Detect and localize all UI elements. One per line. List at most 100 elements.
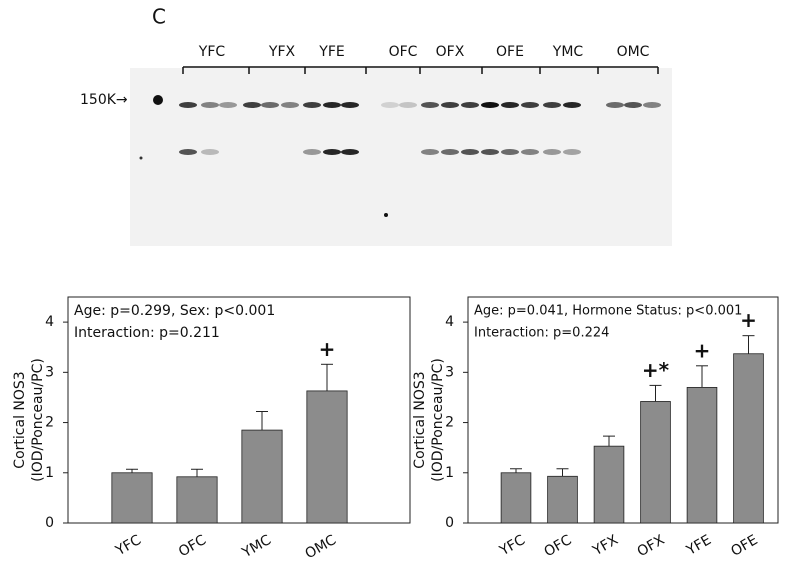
stats-text: Age: p=0.299, Sex: p<0.001 [74,303,275,319]
band [201,149,219,155]
error-bar [256,411,268,431]
band [543,149,561,155]
band [399,102,417,108]
x-tick-label: OFX [635,532,668,560]
y-axis-label: (IOD/Ponceau/PC) [30,358,46,482]
y-tick-label: 3 [45,364,54,380]
y-tick-label: 2 [445,415,454,431]
band [261,102,279,108]
band [606,102,624,108]
stats-text: Interaction: p=0.224 [474,326,609,341]
error-bar [510,468,522,473]
lane-label: YFX [268,44,296,60]
band [461,149,479,155]
x-tick-label: YFC [496,532,528,560]
significance-mark: + [694,338,711,362]
x-tick-label: OFE [728,532,760,560]
bar [500,472,532,524]
band [281,102,299,108]
band [643,102,661,108]
marker-label: 150K→ [80,92,128,108]
lane-label: YFE [318,44,344,60]
band [501,149,519,155]
lane-label: OMC [617,44,650,60]
band [303,102,321,108]
y-tick-label: 0 [445,515,454,531]
band [219,102,237,108]
band [341,149,359,155]
significance-mark: + [319,337,336,361]
band [179,149,197,155]
lane-label: OFE [496,44,524,60]
band [521,149,539,155]
significance-mark: +* [642,358,670,382]
error-bar [126,468,138,473]
y-tick-label: 2 [45,415,54,431]
x-tick-label: YMC [239,532,274,562]
blot-membrane [130,68,672,246]
lane-label: YMC [552,44,584,60]
error-bar [556,468,569,477]
y-axis-label: Cortical NOS3 [12,371,28,468]
blot-spot [384,213,388,217]
band [543,102,561,108]
blot-bands [179,102,661,155]
lane-label: YFC [198,44,226,60]
error-bar [603,435,615,447]
error-bar [742,335,755,354]
error-bar [696,365,708,388]
band [421,149,439,155]
plot-frame [67,296,411,524]
bar [686,386,718,524]
bar [593,445,625,524]
band [381,102,399,108]
blot-spot [139,156,143,160]
band [624,102,642,108]
band [441,149,459,155]
y-tick-label: 1 [45,465,54,481]
x-tick-label: YFE [683,532,714,559]
band [461,102,479,108]
bar [306,390,348,524]
band [481,149,499,155]
significance-mark: + [740,308,757,332]
y-tick-label: 4 [445,314,454,330]
band [441,102,459,108]
error-bar [191,468,203,477]
band [201,102,219,108]
band [563,149,581,155]
x-tick-label: OMC [303,532,340,562]
band [323,102,341,108]
y-axis-label: (IOD/Ponceau/PC) [430,358,446,482]
y-tick-label: 0 [45,515,54,531]
chart-left: Age: p=0.299, Sex: p<0.001 Interaction: p… [12,296,411,562]
bar [640,401,671,524]
chart-right: Age: p=0.041, Hormone Status: p<0.001 Int… [412,296,779,560]
stats-text: Interaction: p=0.211 [74,325,220,341]
y-tick-label: 4 [45,314,54,330]
band [341,102,359,108]
lane-labels: YFC YFX YFE OFC OFX OFE YMC OMC [182,44,659,74]
bar [241,429,283,524]
band [521,102,539,108]
bar [547,475,578,524]
x-tick-label: OFC [176,532,209,560]
band [421,102,439,108]
error-bar [321,363,333,391]
band [303,149,321,155]
blot-spot [153,95,163,105]
lane-label: OFX [436,44,465,60]
bar [176,476,218,524]
x-tick-label: OFC [542,532,575,560]
band [563,102,581,108]
band [501,102,519,108]
y-axis-label: Cortical NOS3 [412,371,428,468]
band [179,102,197,108]
band [323,149,341,155]
bar [733,353,764,524]
band [243,102,261,108]
panel-label: C [152,5,166,29]
y-tick-label: 3 [445,364,454,380]
x-tick-label: YFC [112,532,144,560]
